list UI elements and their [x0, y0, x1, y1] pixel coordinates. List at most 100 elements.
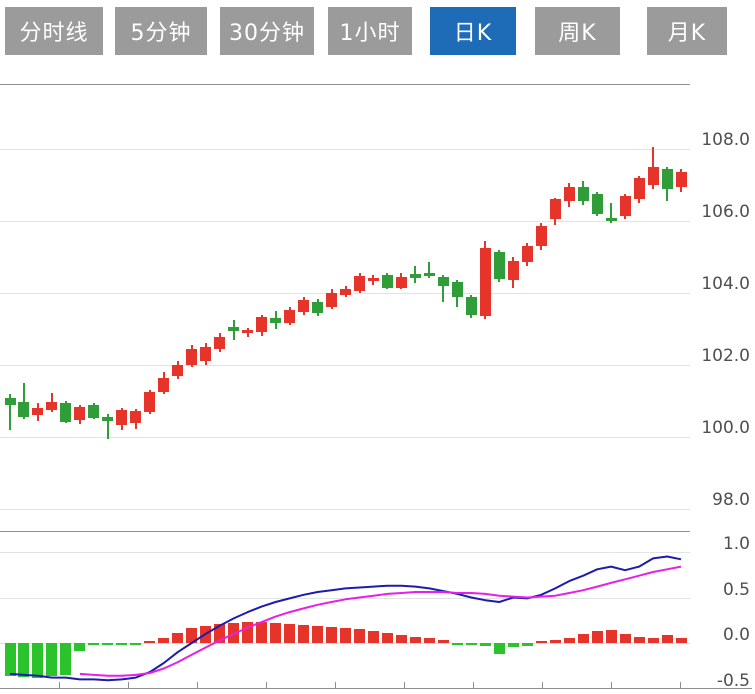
candle — [186, 348, 198, 365]
candle-wick — [22, 383, 25, 419]
candle — [116, 410, 128, 426]
macd-axis-label: 0.0 — [722, 625, 750, 645]
candle — [675, 172, 687, 187]
macd-histogram-bar — [549, 640, 561, 643]
candle — [535, 226, 547, 247]
candle — [451, 282, 463, 297]
candle — [549, 199, 561, 220]
macd-histogram-bar — [242, 622, 254, 643]
macd-histogram-bar — [633, 636, 645, 643]
candle — [158, 377, 170, 392]
candle — [633, 177, 645, 200]
macd-histogram-bar — [395, 634, 407, 643]
candle — [605, 218, 617, 221]
candle-wick — [9, 393, 11, 430]
candle — [256, 317, 268, 332]
macd-histogram-bar — [493, 643, 505, 654]
macd-histogram-bar — [284, 623, 296, 643]
candle — [284, 309, 296, 323]
x-axis-tick — [59, 682, 60, 688]
x-axis-tick — [611, 682, 612, 688]
tab-monthly-k[interactable]: 月K — [647, 7, 727, 55]
tab-5min[interactable]: 5分钟 — [115, 7, 207, 55]
macd-histogram-bar — [409, 636, 421, 643]
macd-histogram-bar — [186, 628, 198, 643]
candle — [144, 392, 156, 412]
price-gridline — [0, 437, 690, 438]
candle — [214, 336, 226, 349]
macd-histogram-bar — [74, 643, 86, 652]
x-axis-line — [0, 688, 752, 689]
macd-histogram-bar — [340, 627, 352, 643]
candle — [340, 288, 352, 295]
tab-timeline[interactable]: 分时线 — [5, 7, 103, 55]
candle — [423, 273, 435, 276]
macd-histogram-bar — [326, 626, 338, 643]
candle — [298, 300, 310, 313]
macd-histogram-bar — [172, 632, 184, 643]
x-axis-tick — [266, 682, 267, 688]
dea-line — [79, 565, 682, 677]
candle — [88, 404, 100, 418]
candle — [200, 347, 212, 362]
tab-weekly-k[interactable]: 周K — [535, 7, 620, 55]
macd-histogram-bar — [381, 632, 393, 643]
macd-histogram-bar — [423, 638, 435, 643]
macd-histogram-bar — [577, 633, 589, 643]
candle-wick — [106, 413, 109, 439]
candle — [479, 248, 491, 317]
price-axis-label: 108.0 — [701, 130, 750, 150]
macd-histogram-bar — [298, 624, 310, 643]
price-panel-top-border — [0, 84, 690, 85]
candle — [563, 186, 575, 202]
candle — [591, 194, 603, 214]
macd-histogram-bar — [479, 643, 491, 646]
timeframe-tabbar: 分时线 5分钟 30分钟 1小时 日K 周K 月K — [0, 0, 755, 60]
x-axis-tick — [404, 682, 405, 688]
macd-histogram-bar — [18, 643, 30, 677]
x-axis-tick — [197, 682, 198, 688]
macd-axis-label: 0.5 — [722, 579, 750, 600]
macd-histogram-bar — [647, 637, 659, 643]
candle — [102, 416, 114, 421]
candle — [130, 411, 142, 423]
macd-histogram-bar — [507, 643, 519, 647]
price-axis-label: 100.0 — [701, 418, 750, 438]
candle — [395, 276, 407, 288]
macd-histogram-bar — [4, 643, 16, 676]
price-gridline — [0, 149, 690, 150]
candle — [172, 365, 184, 376]
candle — [326, 293, 338, 308]
macd-histogram-bar — [312, 625, 324, 643]
macd-histogram-bar — [46, 643, 58, 676]
macd-histogram-bar — [214, 623, 226, 643]
candle — [437, 276, 449, 286]
x-axis-tick — [335, 682, 336, 688]
tab-1hour[interactable]: 1小时 — [328, 7, 412, 55]
candle-wick — [428, 262, 431, 278]
tab-30min[interactable]: 30分钟 — [220, 7, 314, 55]
candle — [242, 330, 254, 334]
candle — [619, 195, 631, 216]
macd-histogram-bar — [130, 643, 142, 645]
macd-histogram-bar — [32, 643, 44, 678]
macd-histogram-bar — [437, 640, 449, 643]
candle — [577, 186, 589, 202]
price-gridline — [0, 365, 690, 366]
macd-axis-label: 1.0 — [722, 534, 750, 554]
macd-gridline — [0, 552, 690, 553]
candle — [270, 318, 282, 323]
candle — [381, 275, 393, 288]
price-gridline — [0, 509, 690, 510]
macd-histogram-bar — [619, 633, 631, 643]
macd-histogram-bar — [158, 638, 170, 643]
macd-histogram-bar — [60, 643, 72, 675]
candle — [465, 296, 477, 315]
candle-wick — [610, 203, 613, 223]
tab-daily-k[interactable]: 日K — [430, 7, 516, 55]
candle — [4, 398, 16, 405]
x-axis-tick — [128, 682, 129, 688]
